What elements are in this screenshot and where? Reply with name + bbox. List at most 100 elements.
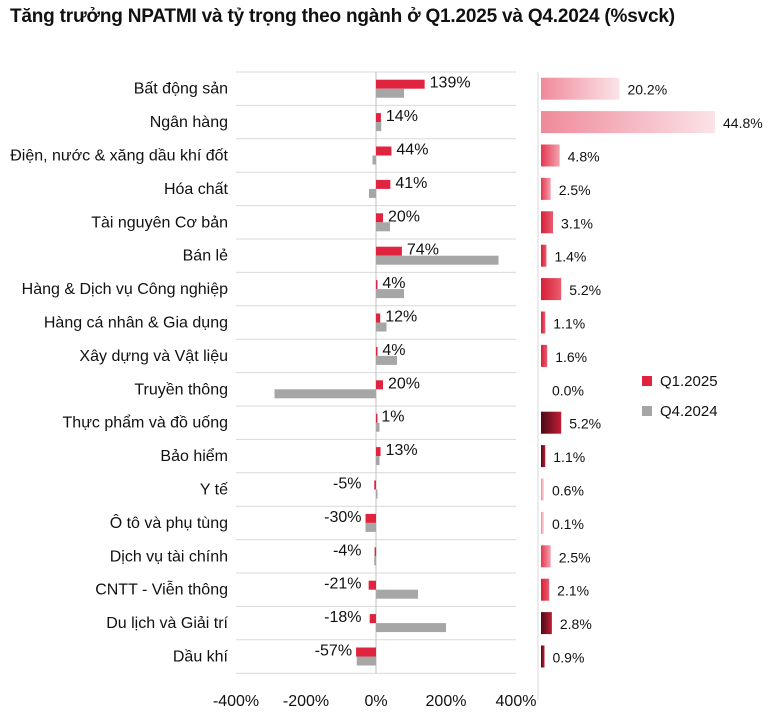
category-label: Dầu khí [173, 649, 229, 666]
share-label: 1.1% [553, 449, 585, 465]
data-label-q1-2025: -4% [333, 542, 361, 559]
share-bar [541, 311, 546, 334]
data-label-q1-2025: 139% [430, 75, 471, 92]
share-label: 0.9% [552, 650, 584, 666]
bar-q1-2025 [376, 113, 381, 123]
data-label-q1-2025: 4% [382, 275, 405, 292]
data-label-q1-2025: 41% [395, 175, 427, 192]
share-label: 5.2% [569, 282, 601, 298]
bar-q4-2024 [376, 255, 499, 265]
category-label: Bán lẻ [183, 248, 228, 265]
bar-q4-2024 [376, 222, 390, 232]
data-label-q1-2025: 44% [396, 142, 428, 159]
share-bar [541, 578, 550, 601]
data-label-q1-2025: 4% [382, 342, 405, 359]
x-tick-label: -400% [213, 693, 259, 710]
share-label: 2.5% [559, 549, 591, 565]
share-bar [541, 645, 545, 668]
bar-q1-2025 [376, 313, 381, 323]
share-label: 1.4% [554, 249, 586, 265]
share-bar [541, 511, 544, 534]
x-tick-label: 200% [426, 693, 467, 710]
category-label: Bảo hiểm [160, 447, 228, 465]
bar-q4-2024 [365, 522, 376, 532]
data-label-q1-2025: 12% [385, 309, 417, 326]
bar-q1-2025 [376, 346, 378, 356]
bar-q1-2025 [374, 547, 377, 557]
share-label: 4.8% [568, 149, 600, 165]
bar-q1-2025 [376, 246, 402, 256]
share-label: 1.1% [553, 316, 585, 332]
share-bar [541, 545, 551, 568]
share-label: 2.1% [557, 583, 589, 599]
category-label: Hàng cá nhân & Gia dụng [44, 315, 228, 332]
category-label: Du lịch và Giải trí [106, 615, 228, 632]
share-label: 20.2% [627, 82, 667, 98]
bar-q4-2024 [376, 322, 387, 332]
bar-q1-2025 [376, 280, 378, 290]
bar-q1-2025 [356, 647, 376, 657]
share-bar [541, 411, 562, 434]
bar-q1-2025 [376, 447, 381, 457]
legend-swatch-q1 [642, 376, 652, 386]
bar-q4-2024 [376, 489, 378, 499]
bar-q4-2024 [376, 422, 380, 432]
bar-q1-2025 [368, 580, 376, 590]
share-bar [541, 211, 554, 234]
share-label: 5.2% [569, 416, 601, 432]
share-label: 1.6% [555, 349, 587, 365]
share-label: 0.0% [552, 382, 584, 398]
share-label: 0.1% [552, 516, 584, 532]
x-tick-label: 400% [496, 693, 537, 710]
data-label-q1-2025: 74% [407, 242, 439, 259]
share-bar [541, 144, 560, 167]
data-label-q1-2025: -57% [315, 643, 352, 660]
bar-q4-2024 [376, 289, 404, 299]
share-label: 44.8% [723, 115, 763, 131]
data-label-q1-2025: 20% [388, 208, 420, 225]
x-tick-label: 0% [364, 693, 387, 710]
category-label: Điện, nước & xăng dầu khí đốt [10, 148, 228, 165]
legend-label-q4: Q4.2024 [660, 402, 718, 420]
bar-q1-2025 [376, 179, 391, 189]
bar-q1-2025 [376, 79, 425, 89]
legend-swatch-q4 [642, 406, 652, 416]
bar-q1-2025 [365, 513, 376, 523]
data-label-q1-2025: 20% [388, 375, 420, 392]
bar-q4-2024 [376, 88, 404, 98]
share-bar [541, 244, 547, 267]
bar-q4-2024 [369, 188, 376, 198]
data-label-q1-2025: -30% [324, 509, 361, 526]
bar-q4-2024 [376, 589, 418, 599]
x-tick-label: -200% [283, 693, 329, 710]
share-bar [541, 445, 546, 468]
legend: Q1.2025 Q4.2024 [642, 366, 718, 426]
legend-label-q1: Q1.2025 [660, 372, 718, 390]
category-label: Hàng & Dịch vụ Công nghiệp [22, 281, 228, 298]
bar-q4-2024 [274, 389, 376, 399]
category-label: Ô tô và phụ tùng [110, 513, 228, 532]
data-label-q1-2025: -18% [324, 609, 361, 626]
category-label: Dịch vụ tài chính [110, 548, 228, 565]
category-label: Bất động sản [134, 81, 228, 98]
category-label: Hóa chất [164, 181, 229, 198]
data-label-q1-2025: 14% [386, 108, 418, 125]
bar-q1-2025 [376, 413, 378, 423]
bar-q4-2024 [376, 623, 446, 633]
data-label-q1-2025: 1% [381, 409, 404, 426]
category-label: Xây dựng và Vật liệu [79, 348, 228, 365]
category-label: Ngân hàng [150, 114, 228, 131]
data-label-q1-2025: -5% [333, 476, 361, 493]
bar-q1-2025 [376, 146, 392, 156]
share-label: 2.5% [559, 182, 591, 198]
share-label: 3.1% [561, 215, 593, 231]
share-bar [541, 478, 544, 501]
legend-item-q1: Q1.2025 [642, 366, 718, 396]
share-label: 0.6% [552, 483, 584, 499]
bar-q4-2024 [372, 155, 376, 165]
bar-q1-2025 [376, 380, 383, 390]
data-label-q1-2025: -21% [324, 576, 361, 593]
bar-q4-2024 [356, 656, 376, 666]
bar-q4-2024 [374, 556, 376, 566]
